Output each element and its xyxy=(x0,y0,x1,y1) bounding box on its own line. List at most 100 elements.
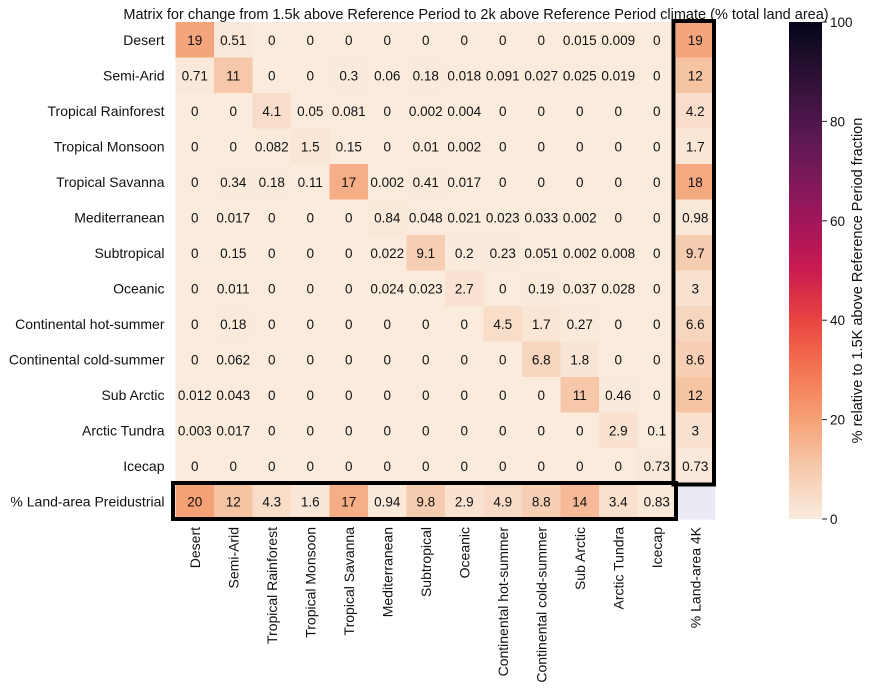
row-label: Desert xyxy=(123,32,164,48)
heatmap-cell xyxy=(252,164,292,201)
heatmap-cell xyxy=(599,93,639,130)
cell-value-label: 0 xyxy=(345,388,353,403)
heatmap-cell xyxy=(445,483,485,520)
cell-value-label: 0 xyxy=(499,175,507,190)
cell-value-label: 1.8 xyxy=(570,352,589,367)
heatmap-cell xyxy=(676,199,716,236)
cell-value-label: 0 xyxy=(576,139,584,154)
heatmap-cell xyxy=(406,270,446,307)
cell-value-label: 0.037 xyxy=(563,281,597,296)
heatmap-cell xyxy=(368,199,408,236)
cell-value-label: 0 xyxy=(306,33,314,48)
heatmap-cell xyxy=(214,448,254,485)
heatmap-cell xyxy=(599,22,639,59)
heatmap-cell xyxy=(522,164,562,201)
heatmap-cell xyxy=(252,377,292,414)
cell-value-label: 0 xyxy=(614,139,622,154)
cell-value-label: 0 xyxy=(653,175,661,190)
heatmap-cell xyxy=(637,270,677,307)
heatmap-cell xyxy=(637,22,677,59)
cell-value-label: 0.41 xyxy=(413,175,439,190)
cell-value-label: 17 xyxy=(341,494,356,509)
cell-value-label: 0 xyxy=(306,423,314,438)
cell-value-label: 0.002 xyxy=(370,175,404,190)
cell-value-label: 0 xyxy=(653,388,661,403)
heatmap-cell xyxy=(214,57,254,94)
cell-value-label: 0 xyxy=(576,459,584,474)
cell-value-label: 9.7 xyxy=(686,246,705,261)
cell-value-label: 0 xyxy=(499,459,507,474)
heatmap-cell xyxy=(522,483,562,520)
column-label: Sub Arctic xyxy=(572,527,588,590)
row-label: Tropical Monsoon xyxy=(54,138,165,154)
cell-value-label: 0 xyxy=(345,246,353,261)
cell-value-label: 0.01 xyxy=(413,139,439,154)
cell-value-label: 0 xyxy=(576,175,584,190)
cell-value-label: 0.51 xyxy=(220,33,246,48)
cell-value-label: 0.002 xyxy=(563,210,597,225)
heatmap-cell xyxy=(368,270,408,307)
row-label: Continental hot-summer xyxy=(15,316,165,332)
cell-value-label: 0.051 xyxy=(524,246,558,261)
cell-value-label: 3 xyxy=(691,281,699,296)
heatmap-cell xyxy=(599,377,639,414)
cell-value-label: 0 xyxy=(499,33,507,48)
cell-value-label: 0 xyxy=(345,423,353,438)
cell-value-label: 0 xyxy=(191,246,199,261)
column-label: Oceanic xyxy=(456,527,472,578)
cell-value-label: 0.23 xyxy=(490,246,516,261)
row-label: Continental cold-summer xyxy=(9,351,165,367)
cell-value-label: 0 xyxy=(614,104,622,119)
row-tick-labels: Desert Semi-Arid Tropical Rainforest Tropic… xyxy=(9,32,165,510)
column-label: Icecap xyxy=(649,527,665,568)
heatmap-cell xyxy=(483,377,523,414)
heatmap-cell xyxy=(175,93,215,130)
chart-title: Matrix for change from 1.5k above Refere… xyxy=(123,7,828,23)
cell-value-label: 17 xyxy=(341,175,356,190)
colorbar: 0 20 40 60 80 100 xyxy=(789,15,853,527)
heatmap-cell xyxy=(445,306,485,343)
heatmap-cell xyxy=(175,57,215,94)
heatmap-cell xyxy=(599,341,639,378)
cell-value-label: 0 xyxy=(614,459,622,474)
cell-value-label: 0 xyxy=(268,246,276,261)
heatmap-cell xyxy=(522,412,562,449)
heatmap-cell xyxy=(214,199,254,236)
heatmap-cell xyxy=(560,341,600,378)
heatmap-cell xyxy=(522,57,562,94)
heatmap-cell-empty xyxy=(676,483,716,520)
total-column-box xyxy=(671,19,716,487)
cell-value-label: 0 xyxy=(537,139,545,154)
cell-value-label: 0.3 xyxy=(339,68,358,83)
cell-value-label: 0 xyxy=(460,459,468,474)
cell-value-label: 0 xyxy=(614,210,622,225)
heatmap-cell xyxy=(175,235,215,272)
heatmap-cell xyxy=(483,57,523,94)
heatmap-cell xyxy=(560,412,600,449)
heatmap-cell xyxy=(368,341,408,378)
row-label: Subtropical xyxy=(94,245,164,261)
heatmap-cell xyxy=(483,448,523,485)
heatmap-cell xyxy=(368,235,408,272)
cell-value-label: 0 xyxy=(460,352,468,367)
cell-value-label: 12 xyxy=(688,68,703,83)
heatmap-cell xyxy=(291,22,331,59)
cell-value-label: 0 xyxy=(306,317,314,332)
heatmap-cell xyxy=(560,164,600,201)
cell-value-label: 0.34 xyxy=(220,175,247,190)
cell-value-label: 0.018 xyxy=(447,68,481,83)
heatmap-cell xyxy=(637,341,677,378)
heatmap-cell xyxy=(522,128,562,165)
cell-value-label: 1.7 xyxy=(532,317,551,332)
heatmap-cell xyxy=(406,22,446,59)
cell-value-label: 0 xyxy=(229,139,237,154)
heatmap-cell xyxy=(599,57,639,94)
heatmap-cell xyxy=(368,93,408,130)
heatmap-cell xyxy=(599,199,639,236)
heatmap-cell xyxy=(291,412,331,449)
heatmap-cell xyxy=(560,57,600,94)
heatmap-cell xyxy=(175,306,215,343)
colorbar-tick-label: 100 xyxy=(830,15,853,30)
heatmap-cell xyxy=(560,483,600,520)
heatmap-cell xyxy=(406,57,446,94)
